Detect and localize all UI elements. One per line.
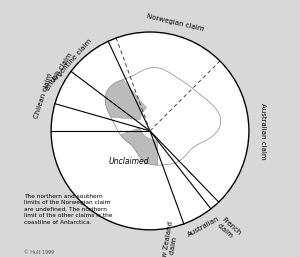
Text: © Hult 1999: © Hult 1999: [24, 250, 54, 255]
Text: British claim: British claim: [44, 52, 73, 92]
Polygon shape: [120, 128, 158, 165]
Text: New Zealand
claim: New Zealand claim: [160, 221, 181, 257]
Text: Chilean claim: Chilean claim: [33, 73, 53, 120]
Text: French
claim: French claim: [216, 217, 242, 242]
Polygon shape: [105, 80, 146, 120]
Text: The northern and southern
limits of the Norwegian claim
are undefined. The north: The northern and southern limits of the …: [24, 194, 112, 225]
Text: Argentine claim: Argentine claim: [51, 38, 93, 83]
Text: Unclaimed: Unclaimed: [109, 157, 149, 166]
Text: Australian claim: Australian claim: [260, 103, 266, 159]
Text: Norwegian claim: Norwegian claim: [146, 13, 204, 32]
Text: Australian: Australian: [186, 216, 220, 238]
Circle shape: [51, 32, 249, 230]
Polygon shape: [105, 68, 221, 165]
